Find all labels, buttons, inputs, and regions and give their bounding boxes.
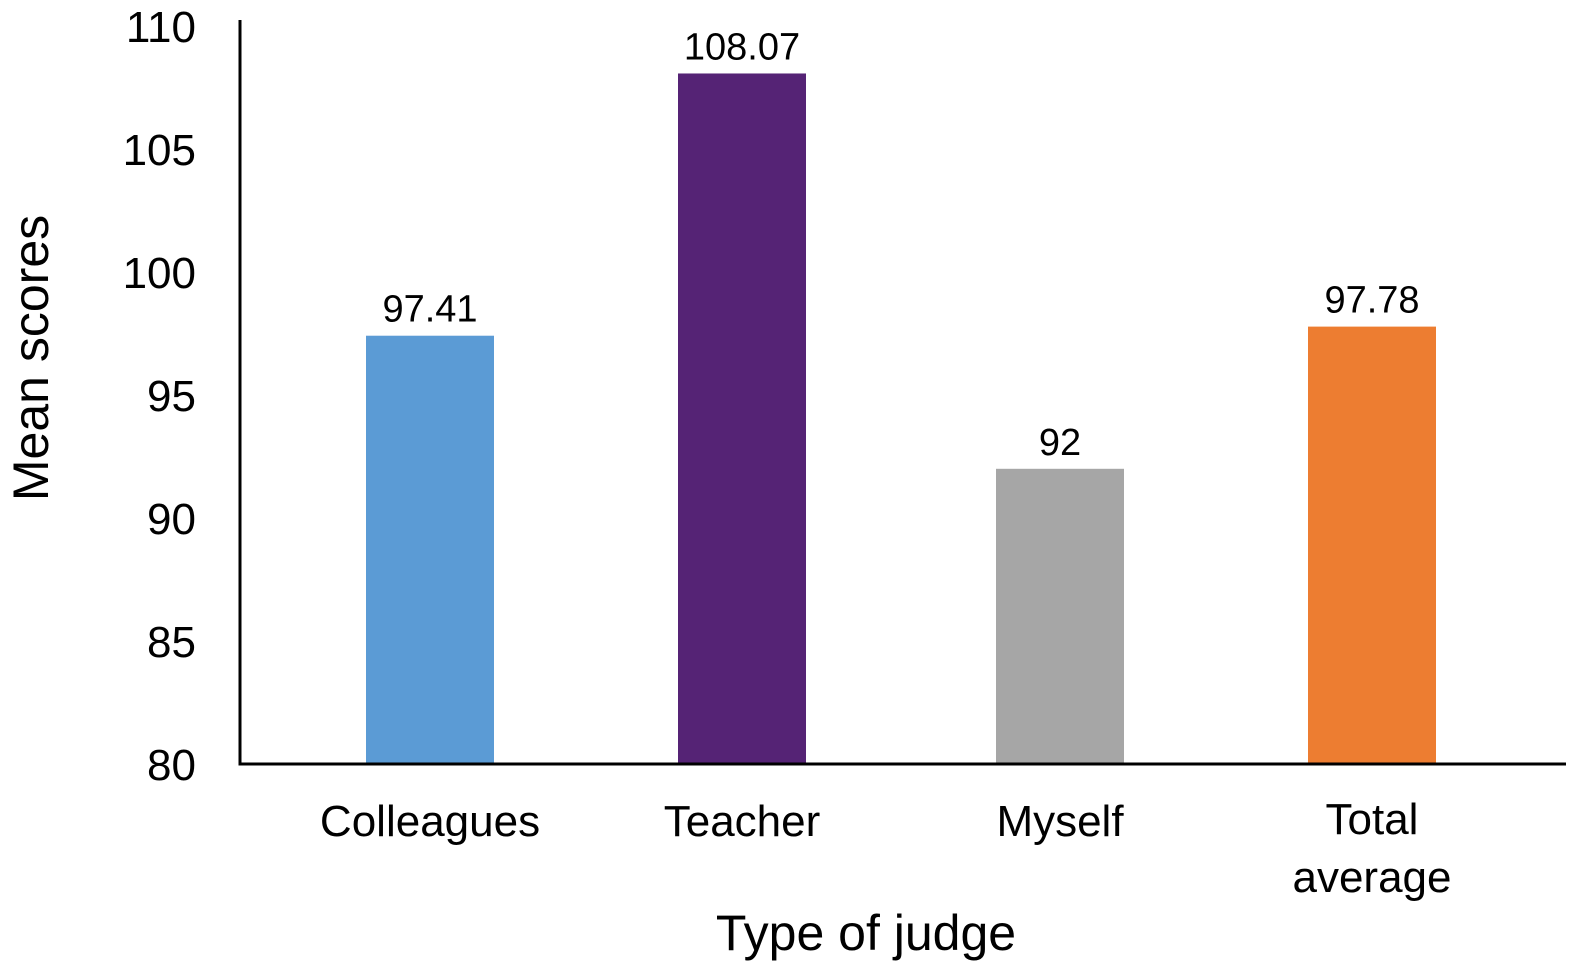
y-tick-label: 95: [147, 372, 196, 421]
x-tick-label: Total average: [1292, 795, 1451, 902]
bar-value-label: 92: [1039, 422, 1081, 464]
bar: [678, 73, 806, 764]
bar-value-label: 108.07: [684, 26, 800, 68]
bar-value-label: 97.78: [1324, 280, 1419, 322]
y-tick-label: 85: [147, 618, 196, 667]
value-labels: 97.41 108.07 92 97.78: [382, 26, 1419, 463]
category-labels: Colleagues Teacher Myself Total average: [320, 795, 1452, 902]
bars: [366, 73, 1436, 764]
x-tick-label: Teacher: [664, 797, 821, 846]
y-tick-label: 100: [123, 249, 196, 298]
y-tick-label: 80: [147, 741, 196, 790]
x-tick-label: Colleagues: [320, 797, 540, 846]
x-tick-label: Myself: [996, 797, 1124, 846]
bar-value-label: 97.41: [382, 289, 477, 331]
y-tick-label: 110: [126, 3, 196, 52]
bar: [366, 335, 494, 764]
x-axis-title: Type of judge: [716, 905, 1016, 961]
y-tick-label: 90: [147, 495, 196, 544]
y-axis-title: Mean scores: [3, 215, 59, 501]
y-axis-ticks: 80 85 90 95 100 105 110: [123, 3, 196, 790]
y-tick-label: 105: [123, 126, 196, 175]
bar: [996, 468, 1124, 764]
bar: [1308, 326, 1436, 764]
